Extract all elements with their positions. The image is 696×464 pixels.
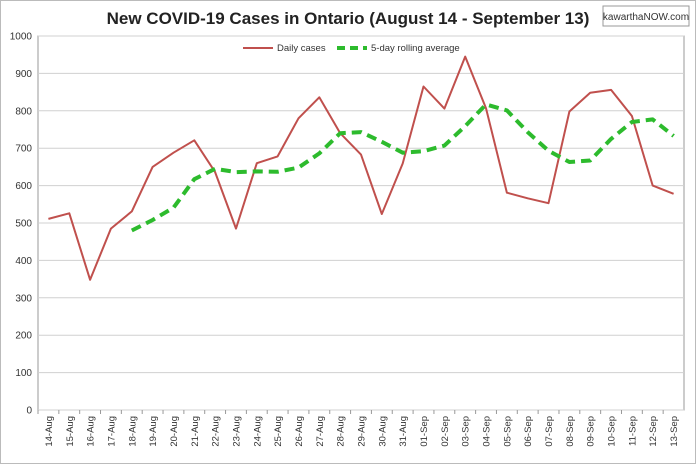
y-tick-label: 1000 xyxy=(10,32,33,43)
x-tick-label: 02-Sep xyxy=(440,416,451,447)
x-tick-label: 10-Sep xyxy=(607,416,618,447)
x-tick-label: 31-Aug xyxy=(398,416,409,447)
x-tick-label: 05-Sep xyxy=(502,416,513,447)
y-tick-label: 200 xyxy=(15,331,32,342)
x-tick-label: 30-Aug xyxy=(377,416,388,447)
x-tick-label: 24-Aug xyxy=(252,416,263,447)
y-tick-label: 400 xyxy=(15,256,32,267)
x-tick-label: 29-Aug xyxy=(357,416,368,447)
logo-box xyxy=(602,5,690,27)
y-tick-label: 300 xyxy=(15,293,32,304)
x-tick-label: 04-Sep xyxy=(482,416,493,447)
series-line xyxy=(130,102,675,233)
x-tick-label: 20-Aug xyxy=(169,416,180,447)
chart-title: New COVID-19 Cases in Ontario (August 14… xyxy=(107,9,590,28)
legend-label: 5-day rolling average xyxy=(371,43,460,54)
x-tick-label: 09-Sep xyxy=(586,416,597,447)
series-line xyxy=(48,55,674,281)
x-tick-label: 19-Aug xyxy=(148,416,159,447)
x-tick-label: 06-Sep xyxy=(523,416,534,447)
legend-label: Daily cases xyxy=(277,43,326,54)
x-tick-label: 01-Sep xyxy=(419,416,430,447)
x-tick-label: 25-Aug xyxy=(273,416,284,447)
y-tick-label: 0 xyxy=(26,406,32,417)
y-tick-label: 800 xyxy=(15,106,32,117)
y-tick-label: 100 xyxy=(15,368,32,379)
x-tick-label: 26-Aug xyxy=(294,416,305,447)
x-tick-label: 03-Sep xyxy=(461,416,472,447)
x-tick-label: 15-Aug xyxy=(65,416,76,447)
x-tick-label: 08-Sep xyxy=(565,416,576,447)
y-tick-label: 600 xyxy=(15,181,32,192)
x-tick-label: 13-Sep xyxy=(669,416,680,447)
x-tick-label: 16-Aug xyxy=(86,416,97,447)
x-tick-label: 22-Aug xyxy=(211,416,222,447)
x-tick-label: 21-Aug xyxy=(190,416,201,447)
x-tick-label: 28-Aug xyxy=(336,416,347,447)
logo: kawarthaNOW.com xyxy=(603,12,689,23)
x-tick-label: 27-Aug xyxy=(315,416,326,447)
x-tick-label: 12-Sep xyxy=(648,416,659,447)
x-tick-label: 11-Sep xyxy=(627,416,638,446)
y-tick-label: 900 xyxy=(15,69,32,80)
x-tick-label: 17-Aug xyxy=(106,416,117,447)
y-tick-label: 500 xyxy=(15,219,32,230)
x-tick-label: 14-Aug xyxy=(44,416,55,447)
y-tick-label: 700 xyxy=(15,144,32,155)
x-tick-label: 07-Sep xyxy=(544,416,555,447)
x-tick-label: 23-Aug xyxy=(231,416,242,447)
x-tick-label: 18-Aug xyxy=(127,416,138,447)
